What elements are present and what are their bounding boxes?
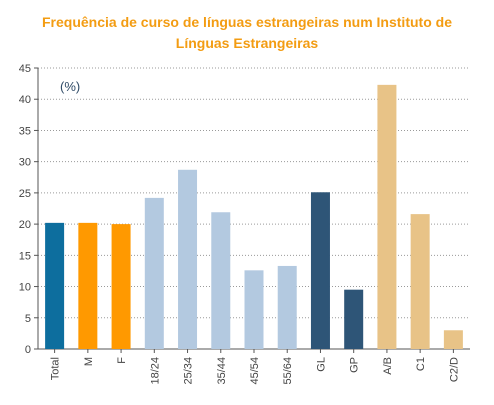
x-tick-label: 18/24: [149, 357, 161, 385]
chart-title: Frequência de curso de línguas estrangei…: [0, 12, 494, 54]
bar-a-b: [377, 84, 397, 350]
bars: [45, 84, 463, 350]
bar-45-54: [244, 270, 264, 349]
bar-18-24: [144, 197, 164, 349]
y-tick-label: 35: [19, 125, 31, 137]
bar-25-34: [178, 169, 198, 349]
bar-55-64: [277, 265, 297, 349]
chart-title-line-2: Línguas Estrangeiras: [175, 35, 319, 51]
x-tick-label: M: [83, 357, 95, 366]
y-tick-label: 5: [25, 313, 31, 325]
bar-gl: [310, 192, 330, 349]
x-tick-label: C2/D: [448, 357, 460, 382]
x-tick-label: 35/44: [216, 357, 228, 385]
bar-f: [111, 224, 131, 349]
x-tick-label: Total: [50, 357, 62, 380]
y-tick-label: 0: [25, 344, 31, 356]
x-tick-label: F: [116, 357, 128, 364]
y-tick-label: 40: [19, 94, 31, 106]
x-tick-label: 55/64: [282, 357, 294, 385]
y-tick-label: 30: [19, 157, 31, 169]
y-tick-label: 20: [19, 219, 31, 231]
x-tick-label: C1: [415, 357, 427, 371]
y-tick-label: 25: [19, 188, 31, 200]
x-tick-label: 45/54: [249, 357, 261, 385]
gridlines: [38, 67, 470, 319]
bar-m: [78, 222, 98, 349]
bar-c1: [410, 214, 430, 349]
bar-35-44: [211, 212, 231, 349]
tick-labels: 0 5 10 15 20 25 30 35 40 45 Total M F 18/24 25/34 35/44…: [19, 63, 461, 385]
x-tick-label: 25/34: [183, 357, 195, 385]
unit-label: (%): [60, 79, 80, 94]
bar-gp: [344, 289, 364, 349]
y-tick-label: 45: [19, 63, 31, 75]
bar-c2-d: [443, 330, 463, 349]
x-tick-label: A/B: [382, 357, 394, 375]
bar-total: [45, 222, 65, 349]
y-tick-label: 15: [19, 250, 31, 262]
x-tick-label: GP: [349, 357, 361, 373]
y-tick-label: 10: [19, 282, 31, 294]
x-tick-label: GL: [315, 357, 327, 372]
chart-title-line-1: Frequência de curso de línguas estrangei…: [42, 14, 452, 30]
